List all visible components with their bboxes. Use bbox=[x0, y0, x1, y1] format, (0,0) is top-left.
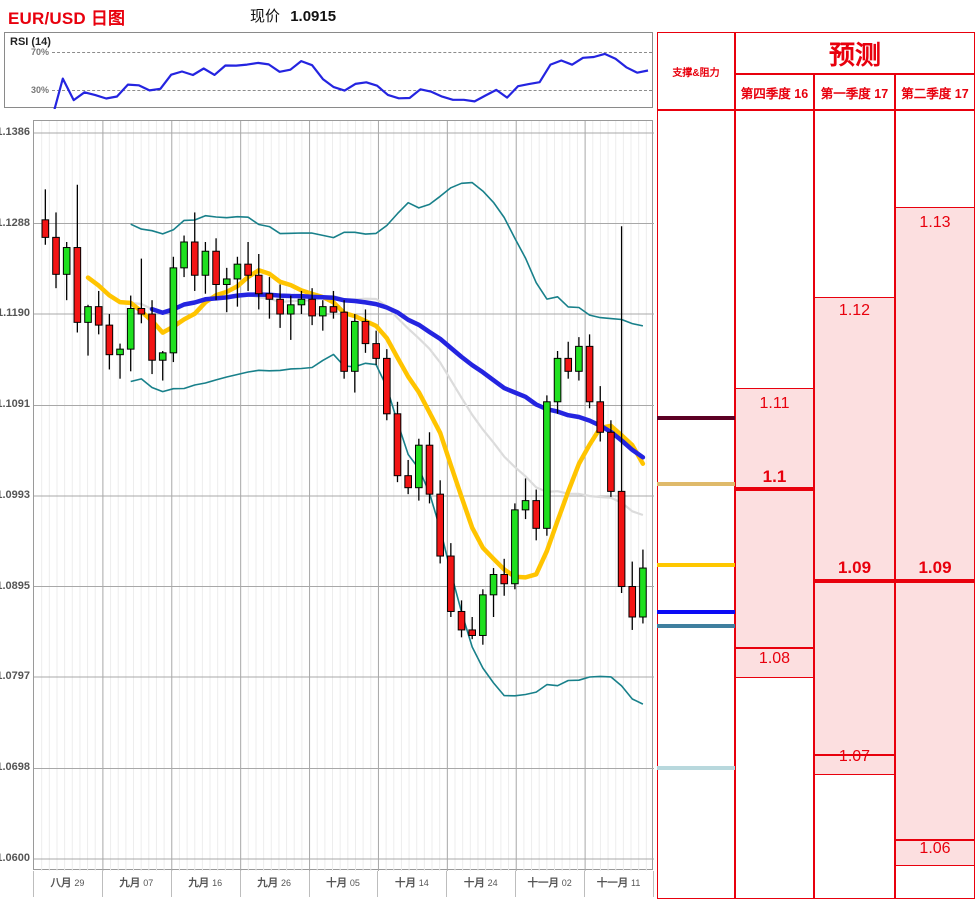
sr-header-cell: 支撑&阻力 bbox=[657, 32, 735, 110]
forecast-value: 1.11 bbox=[759, 395, 790, 412]
y-axis-label: 1.1190 bbox=[0, 307, 30, 320]
forecast-range-box bbox=[814, 297, 895, 580]
x-axis-label: 九月 16 bbox=[188, 877, 223, 889]
sr-level-line bbox=[657, 610, 735, 614]
sr-level-line bbox=[657, 766, 735, 770]
x-axis-label: 十月 14 bbox=[394, 877, 429, 889]
forecast-header-label: 预测 bbox=[828, 39, 881, 70]
forecast-value: 1.1 bbox=[762, 467, 787, 486]
sr-level-line bbox=[657, 416, 735, 420]
x-axis-tick bbox=[515, 871, 517, 897]
quarter-header-q2-17: 第二季度 17 bbox=[895, 74, 975, 110]
forecast-range-box bbox=[814, 755, 895, 775]
rsi-upper-tick: 70% bbox=[31, 47, 50, 57]
x-axis-tick bbox=[653, 871, 654, 897]
quarter-label: 第二季度 17 bbox=[901, 86, 969, 101]
quarter-header-q4-16: 第四季度 16 bbox=[735, 74, 814, 110]
x-axis-labels: 八月 29 九月 07 九月 16 九月 26 十月 05 十月 14 十月 24 十一月 0… bbox=[33, 871, 654, 899]
forecast-range-box bbox=[814, 580, 895, 755]
quarter-label: 第四季度 16 bbox=[740, 86, 809, 101]
x-axis-label: 十一月 02 bbox=[527, 877, 572, 889]
x-axis-tick bbox=[584, 871, 586, 897]
sr-body-column bbox=[657, 110, 735, 899]
x-axis-tick bbox=[377, 871, 379, 897]
forecast-value: 1.07 bbox=[838, 748, 871, 765]
y-axis-label: 1.0993 bbox=[0, 489, 30, 501]
y-axis-label: 1.0600 bbox=[0, 852, 30, 864]
forecast-value: 1.06 bbox=[919, 840, 951, 857]
forecast-range-box bbox=[735, 488, 814, 648]
y-axis-label: 1.1091 bbox=[0, 398, 30, 411]
currency-pair-label: EUR/USD bbox=[8, 9, 86, 28]
sr-level-line bbox=[657, 563, 735, 567]
y-axis-labels: 1.1386 1.1288 1.1190 1.1091 1.0993 1.0895 1.07… bbox=[0, 121, 30, 871]
y-axis-label: 1.1288 bbox=[0, 216, 30, 229]
major-gridlines bbox=[102, 121, 586, 871]
quarter-header-q1-17: 第一季度 17 bbox=[814, 74, 895, 110]
forecast-value: 1.09 bbox=[918, 558, 952, 577]
x-axis-label: 九月 07 bbox=[119, 877, 154, 889]
forecast-range-box bbox=[895, 580, 975, 840]
y-axis-label: 1.0895 bbox=[0, 579, 30, 592]
y-axis-label: 1.0797 bbox=[0, 670, 30, 683]
current-price-label: 现价 bbox=[250, 8, 281, 25]
rsi-lower-threshold-line bbox=[52, 90, 652, 91]
rsi-lower-tick: 30% bbox=[31, 85, 50, 95]
sr-header-label: 支撑&阻力 bbox=[672, 67, 720, 79]
x-axis-tick bbox=[101, 871, 103, 897]
x-axis-label: 十一月 11 bbox=[596, 877, 641, 889]
forecast-range-box bbox=[895, 207, 975, 580]
page-title: EUR/USD 日图 bbox=[8, 4, 125, 29]
x-axis-tick bbox=[170, 871, 172, 897]
chart-header: EUR/USD 日图 现价 1.0915 bbox=[0, 0, 975, 30]
y-axis-label: 1.0698 bbox=[0, 761, 30, 774]
candlestick-chart bbox=[34, 121, 654, 871]
forecast-range-box bbox=[735, 648, 814, 678]
forecast-value: 1.08 bbox=[758, 650, 791, 667]
timeframe-label: 日图 bbox=[90, 9, 126, 28]
x-axis-tick bbox=[308, 871, 310, 897]
candle-group bbox=[41, 184, 647, 645]
x-axis-label: 十月 24 bbox=[463, 877, 498, 889]
y-axis-label: 1.1386 bbox=[0, 126, 30, 138]
rsi-upper-threshold-line bbox=[52, 52, 652, 53]
forecast-table: 支撑&阻力 预测 第四季度 16 第一季度 17 第二季度 17 1.10721… bbox=[657, 32, 975, 899]
forecast-value: 1.12 bbox=[838, 302, 871, 319]
quarter-label: 第一季度 17 bbox=[820, 86, 889, 101]
forecast-range-box bbox=[895, 840, 975, 866]
forecast-value: 1.13 bbox=[919, 214, 951, 231]
sr-level-line bbox=[657, 624, 735, 628]
rsi-line-chart bbox=[53, 52, 649, 109]
forecast-value: 1.09 bbox=[837, 558, 872, 577]
x-axis-label: 九月 26 bbox=[257, 877, 291, 889]
current-price-block: 现价 1.0915 bbox=[250, 5, 336, 26]
x-axis-tick bbox=[239, 871, 241, 897]
rsi-panel: RSI (14) 70% 30% bbox=[4, 32, 653, 109]
forecast-range-box bbox=[735, 388, 814, 488]
horizontal-gridlines bbox=[34, 132, 654, 860]
rsi-title: RSI (14) bbox=[10, 36, 51, 48]
x-axis-tick bbox=[446, 871, 448, 897]
sr-level-line bbox=[657, 482, 735, 486]
x-axis-label: 八月 29 bbox=[50, 877, 85, 889]
price-chart-panel: 1.1386 1.1288 1.1190 1.1091 1.0993 1.0895 1.07… bbox=[0, 120, 654, 871]
forecast-header-cell: 预测 bbox=[735, 32, 975, 74]
x-axis-label: 十月 05 bbox=[326, 877, 360, 889]
x-axis-tick bbox=[33, 871, 34, 897]
current-price-value: 1.0915 bbox=[290, 8, 337, 25]
